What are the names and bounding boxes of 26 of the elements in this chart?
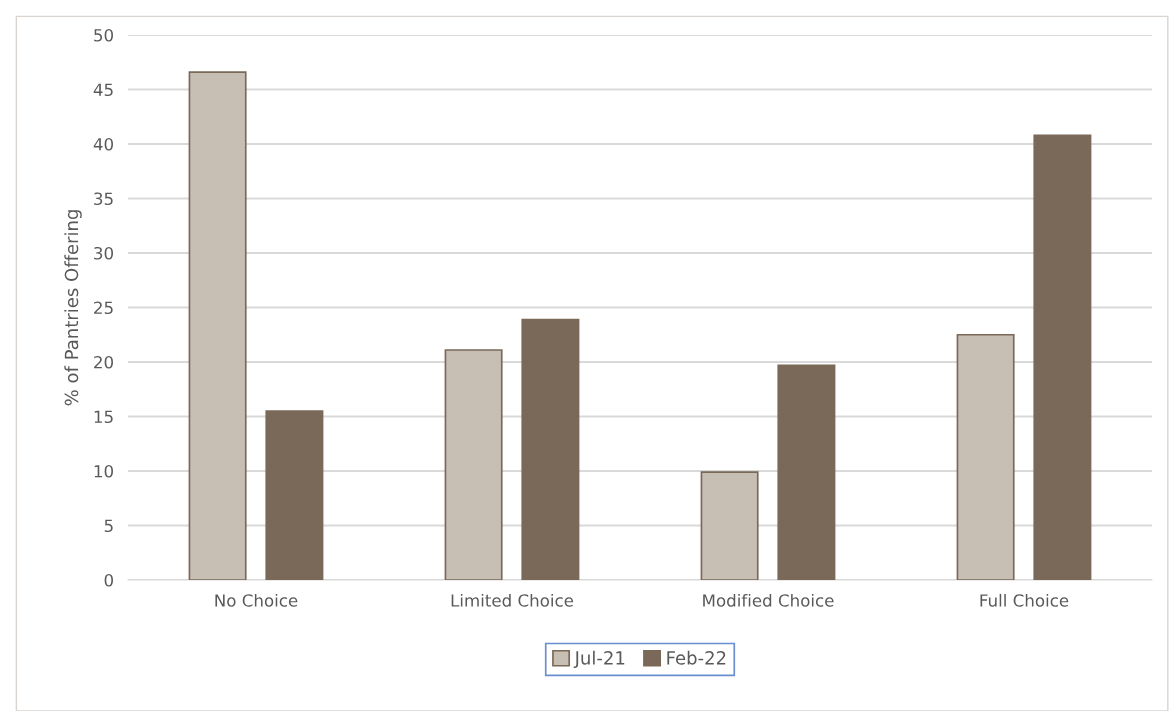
y-tick-label: 25 — [94, 301, 113, 315]
y-tick-label: 35 — [94, 192, 113, 206]
bar — [700, 471, 759, 580]
legend-label: Feb-22 — [667, 650, 726, 665]
y-tick-label: 10 — [94, 464, 113, 478]
bar — [777, 364, 836, 580]
y-tick-label: 20 — [94, 355, 113, 369]
y-axis-title: % of Pantries Offering — [64, 210, 82, 406]
legend-label: Jul-21 — [573, 650, 625, 669]
x-tick-label: Full Choice — [980, 593, 1069, 607]
bar — [956, 333, 1015, 580]
x-tick-label: Modified Choice — [703, 593, 834, 607]
x-tick-label: Limited Choice — [451, 593, 574, 607]
y-tick-label: 45 — [93, 83, 113, 97]
y-tick-label: 50 — [94, 28, 113, 42]
bar — [1033, 134, 1092, 580]
y-tick-label: 5 — [104, 519, 113, 533]
bar — [521, 318, 580, 580]
bar — [265, 410, 324, 580]
y-tick-label: 15 — [94, 410, 113, 424]
y-tick-label: 30 — [94, 246, 113, 260]
bar — [444, 349, 503, 580]
x-tick-label: No Choice — [215, 593, 298, 607]
y-tick-label: 40 — [93, 137, 113, 151]
y-tick-label: 0 — [104, 573, 113, 587]
bar — [188, 71, 247, 580]
